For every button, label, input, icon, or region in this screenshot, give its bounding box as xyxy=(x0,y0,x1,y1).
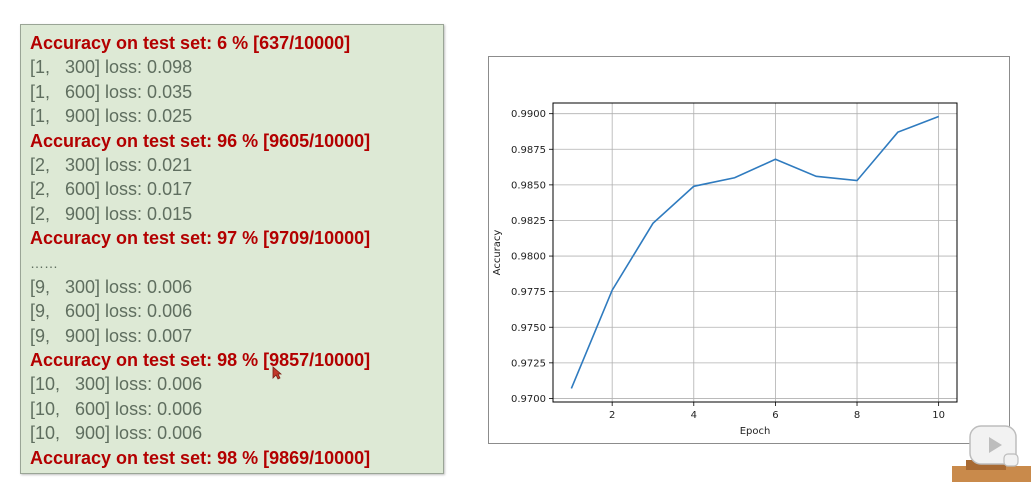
mouse-cursor-icon xyxy=(272,366,282,380)
loss-log-line: [10, 300] loss: 0.006 xyxy=(30,374,203,395)
loss-log-line: [1, 900] loss: 0.025 xyxy=(30,106,193,127)
accuracy-log-line: Accuracy on test set: 6 % [637/10000] xyxy=(30,33,351,53)
y-axis-label: Accuracy xyxy=(492,230,503,276)
y-tick-label: 0.9800 xyxy=(511,252,546,263)
accuracy-log-line: Accuracy on test set: 97 % [9709/10000] xyxy=(30,228,371,249)
plot-frame xyxy=(552,102,958,403)
x-tick-label: 4 xyxy=(691,410,697,421)
y-tick-label: 0.9775 xyxy=(511,287,546,298)
accuracy-line-chart: 2 4 6 8 10 0.9700 0.9725 0.9750 0.9775 0.9800 0.98… xyxy=(492,102,958,437)
loss-log-line: [10, 600] loss: 0.006 xyxy=(30,398,203,419)
x-tick-label: 10 xyxy=(932,410,945,421)
loss-log-line: [2, 300] loss: 0.021 xyxy=(30,154,193,175)
x-tick-label: 6 xyxy=(772,410,778,421)
video-play-icon[interactable] xyxy=(966,420,1024,472)
y-tick-label: 0.9725 xyxy=(511,358,546,369)
x-tick-label: 2 xyxy=(609,410,615,421)
accuracy-series-line xyxy=(570,115,939,389)
loss-log-line: [2, 900] loss: 0.015 xyxy=(30,203,193,224)
webcam-corner-icon xyxy=(952,460,1031,482)
y-tick-label: 0.9900 xyxy=(511,109,546,120)
loss-log-line: [1, 300] loss: 0.098 xyxy=(30,57,193,78)
accuracy-log-line: Accuracy on test set: 98 % [9857/10000] xyxy=(30,350,371,371)
loss-log-line: [1, 600] loss: 0.035 xyxy=(30,81,193,102)
loss-log-line: [9, 900] loss: 0.007 xyxy=(30,325,193,346)
loss-log-line: [9, 600] loss: 0.006 xyxy=(30,301,193,322)
y-tick-label: 0.9875 xyxy=(511,145,546,156)
loss-log-line: [2, 600] loss: 0.017 xyxy=(30,179,193,200)
training-log-panel: Accuracy on test set: 6 % [637/10000] [1,… xyxy=(20,24,444,474)
accuracy-chart-panel: 2 4 6 8 10 0.9700 0.9725 0.9750 0.9775 0.9800 0.98… xyxy=(488,56,1010,444)
y-tick-label: 0.9700 xyxy=(511,394,546,405)
loss-log-line: [9, 300] loss: 0.006 xyxy=(30,276,193,297)
y-tick-label: 0.9750 xyxy=(511,323,546,334)
loss-log-line: [10, 900] loss: 0.006 xyxy=(30,423,203,444)
accuracy-log-line: Accuracy on test set: 96 % [9605/10000] xyxy=(30,130,371,151)
y-tick-label: 0.9850 xyxy=(511,180,546,191)
accuracy-log-line: Accuracy on test set: 98 % [9869/10000] xyxy=(30,447,371,468)
x-tick-label: 8 xyxy=(854,410,860,421)
x-axis-label: Epoch xyxy=(740,426,771,437)
ellipsis-line: …… xyxy=(30,254,58,271)
y-tick-label: 0.9825 xyxy=(511,216,546,227)
